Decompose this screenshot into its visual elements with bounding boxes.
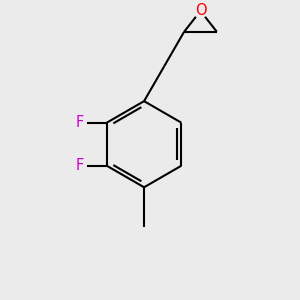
Text: F: F (76, 115, 84, 130)
Text: O: O (195, 3, 206, 18)
Text: F: F (76, 158, 84, 173)
